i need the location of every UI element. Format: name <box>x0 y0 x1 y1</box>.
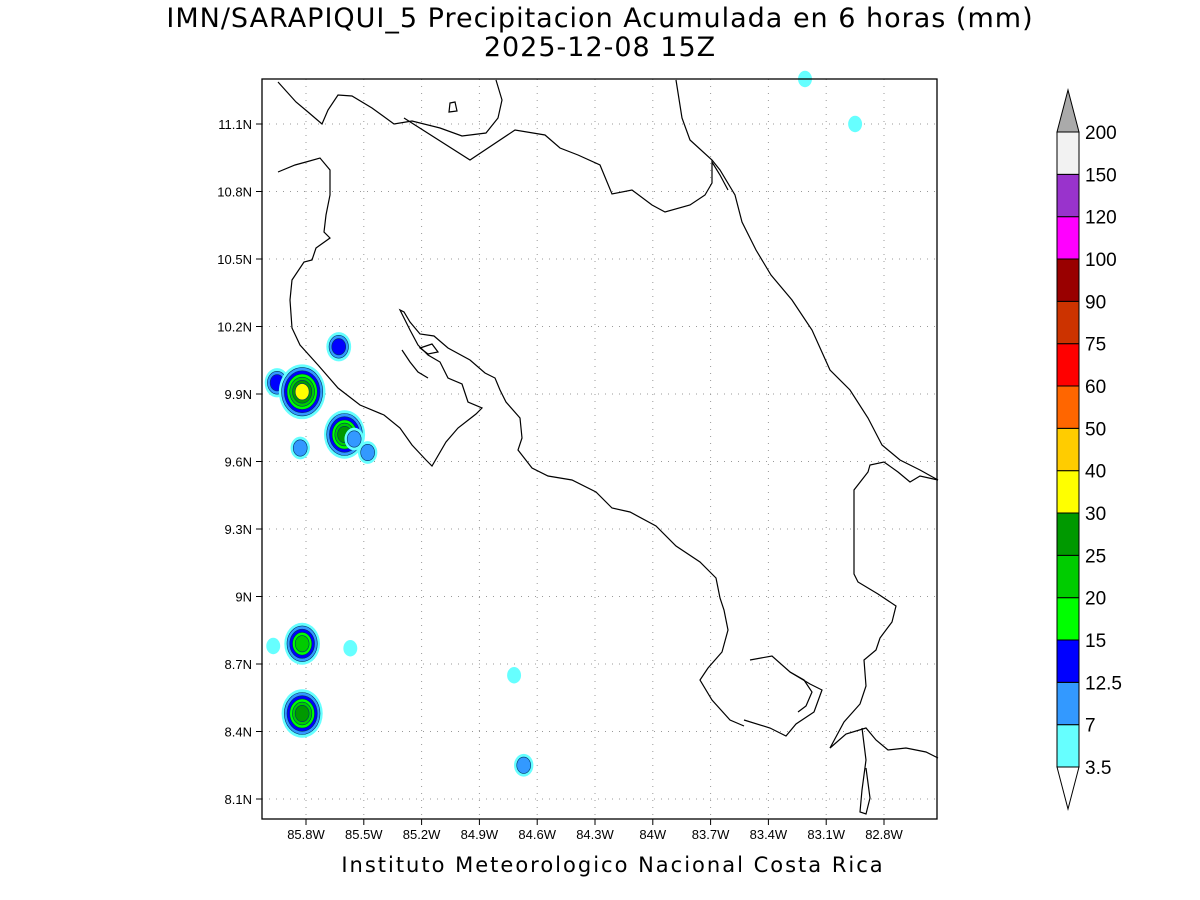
precip-contour <box>331 338 347 356</box>
colorbar: 3.5 7 12.5 15 20 25 30 40 50 60 75 90 100 120 150 200 <box>1056 88 1122 811</box>
colorbar-label: 50 <box>1085 419 1106 440</box>
colorbar-swatch <box>1056 258 1080 302</box>
map-title: IMN/SARAPIQUI_5 Precipitacion Acumulada … <box>166 3 1034 34</box>
precip-contour <box>848 115 863 133</box>
precip-contour <box>346 430 362 448</box>
colorbar-swatch <box>1056 512 1080 556</box>
x-tick-label: 82.8W <box>865 827 903 842</box>
precip-cell <box>343 640 358 657</box>
precip-cell <box>848 115 863 133</box>
colorbar-label: 3.5 <box>1085 758 1111 779</box>
y-tick-label: 8.1N <box>225 792 252 807</box>
colorbar-swatch <box>1056 470 1080 514</box>
precip-contour <box>294 383 310 401</box>
colorbar-label: 150 <box>1085 165 1117 186</box>
colorbar-label: 200 <box>1085 123 1117 144</box>
colorbar-max-triangle <box>1056 88 1080 133</box>
colorbar-label: 12.5 <box>1085 673 1122 694</box>
x-tick-label: 85.8W <box>287 827 325 842</box>
x-tick-label: 84.6W <box>518 827 556 842</box>
colorbar-swatch <box>1056 300 1080 345</box>
precip-cell <box>284 622 320 665</box>
map-frame <box>261 78 938 820</box>
colorbar-label: 90 <box>1085 292 1106 313</box>
x-tick-label: 85.2W <box>403 827 441 842</box>
precip-cell <box>344 427 364 451</box>
y-tick-label: 11.1N <box>218 117 252 132</box>
x-tick-label: 83.1W <box>807 827 845 842</box>
map-subtitle: 2025-12-08 15Z <box>483 32 717 63</box>
x-tick-label: 84.9W <box>461 827 499 842</box>
x-tick-label: 84.3W <box>576 827 614 842</box>
precip-contour <box>343 640 358 657</box>
colorbar-swatch <box>1056 554 1080 599</box>
y-tick-label: 10.8N <box>217 185 252 200</box>
precip-cell <box>507 667 522 684</box>
precip-contour <box>294 635 310 653</box>
colorbar-swatch <box>1056 427 1080 472</box>
x-tick-label: 83.7W <box>692 827 730 842</box>
y-axis-ticks: 11.1N 10.8N 10.5N 10.2N 9.9N 9.6N 9.3N 9N 8.7N 8.… <box>217 117 262 807</box>
colorbar-label: 7 <box>1085 716 1096 737</box>
colorbar-swatch <box>1056 597 1080 641</box>
footer-credit: Instituto Meteorologico Nacional Costa R… <box>341 853 885 877</box>
colorbar-swatch <box>1056 216 1080 260</box>
colorbar-label: 120 <box>1085 208 1117 229</box>
coastline <box>277 79 939 815</box>
colorbar-swatch <box>1056 385 1080 429</box>
precip-cell <box>266 637 281 655</box>
colorbar-label: 60 <box>1085 377 1106 398</box>
y-tick-label: 8.4N <box>225 725 252 740</box>
precip-layer <box>264 70 863 777</box>
colorbar-label: 25 <box>1085 546 1106 567</box>
x-axis-ticks: 85.8W 85.5W 85.2W 84.9W 84.6W 84.3W 84W 83.7W 83… <box>287 819 904 842</box>
precip-cell <box>290 436 310 460</box>
y-tick-label: 8.7N <box>225 657 252 672</box>
y-tick-label: 10.2N <box>217 320 252 335</box>
colorbar-label: 15 <box>1085 631 1106 652</box>
precip-cell <box>278 364 326 420</box>
precip-contour <box>292 439 308 457</box>
colorbar-swatch <box>1056 681 1080 726</box>
colorbar-swatch <box>1056 639 1080 683</box>
x-tick-label: 83.4W <box>750 827 788 842</box>
precip-cell <box>326 332 352 362</box>
colorbar-swatch <box>1056 343 1080 387</box>
precip-contour <box>294 704 310 722</box>
y-tick-label: 9N <box>235 590 252 605</box>
x-tick-label: 85.5W <box>345 827 383 842</box>
colorbar-min-triangle <box>1056 766 1080 811</box>
precip-contour <box>516 756 531 774</box>
y-tick-label: 9.9N <box>225 387 252 402</box>
y-tick-label: 9.6N <box>225 455 252 470</box>
colorbar-swatch <box>1056 724 1080 768</box>
precip-contour <box>507 667 522 684</box>
precip-cell <box>281 689 323 738</box>
y-tick-label: 10.5N <box>217 252 252 267</box>
colorbar-swatch <box>1056 131 1080 175</box>
y-tick-label: 9.3N <box>225 522 252 537</box>
colorbar-label: 20 <box>1085 589 1106 610</box>
colorbar-label: 40 <box>1085 462 1106 483</box>
precip-contour <box>360 443 375 461</box>
colorbar-label: 75 <box>1085 335 1106 356</box>
x-tick-label: 84W <box>639 827 666 842</box>
colorbar-swatch <box>1056 173 1080 218</box>
colorbar-label: 30 <box>1085 504 1106 525</box>
precip-cell <box>357 441 378 464</box>
precip-contour <box>266 637 281 655</box>
precip-cell <box>514 753 534 777</box>
colorbar-label: 100 <box>1085 250 1117 271</box>
